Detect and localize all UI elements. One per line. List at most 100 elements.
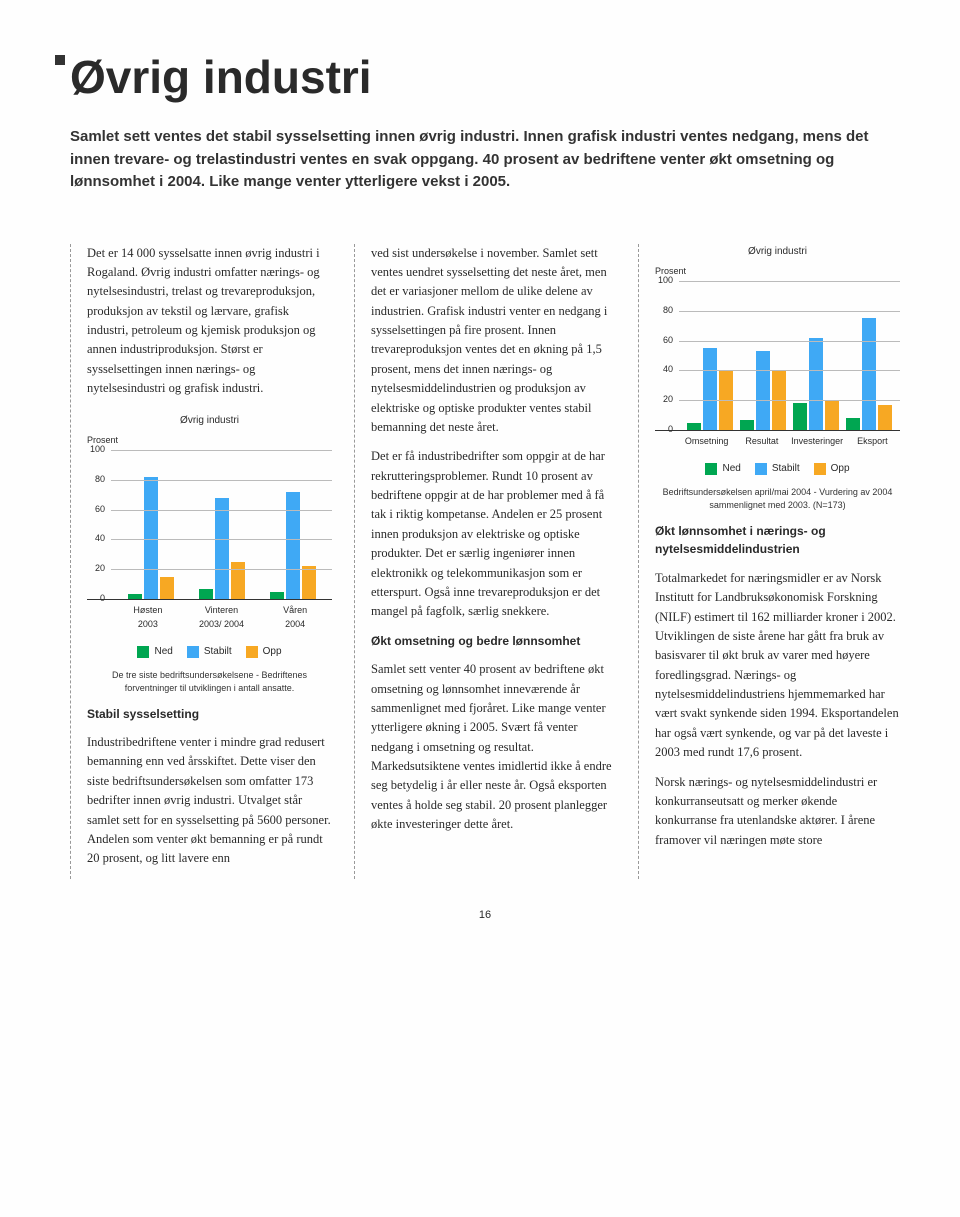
- ytick: 0: [100, 592, 105, 606]
- chart-employment: Øvrig industri Prosent 0 20 40 60 80 100 Høst…: [87, 413, 332, 695]
- bar-group: [270, 450, 316, 599]
- legend-swatch: [755, 463, 767, 475]
- col2-sub1: Økt omsetning og bedre lønnsomhet: [371, 632, 616, 651]
- legend-item: Stabilt: [755, 461, 800, 477]
- legend-item: Ned: [137, 644, 172, 660]
- ytick: 20: [663, 393, 673, 407]
- ytick: 40: [95, 532, 105, 546]
- legend-item: Opp: [246, 644, 282, 660]
- ytick: 60: [95, 503, 105, 517]
- xlabel: Vinteren 2003/ 2004: [185, 604, 259, 632]
- xlabel: Høsten 2003: [111, 604, 185, 632]
- bar: [270, 592, 284, 599]
- chart1-caption: De tre siste bedriftsundersøkelsene - Be…: [87, 669, 332, 694]
- legend-label: Opp: [263, 644, 282, 660]
- bar: [719, 370, 733, 430]
- bar: [756, 351, 770, 430]
- body-columns: Det er 14 000 sysselsatte innen øvrig in…: [70, 244, 900, 879]
- bar-group: [128, 450, 174, 599]
- chart2-legend: Ned Stabilt Opp: [655, 461, 900, 477]
- col3-p1: Totalmarkedet for næringsmidler er av No…: [655, 569, 900, 763]
- chart2-plot: 020406080100: [655, 281, 900, 431]
- xlabel: Eksport: [845, 435, 900, 449]
- bar: [846, 418, 860, 430]
- ytick: 80: [95, 473, 105, 487]
- chart2-yticks: 020406080100: [655, 281, 677, 430]
- bar: [703, 348, 717, 430]
- bar: [878, 405, 892, 430]
- bar: [793, 403, 807, 430]
- bar-group: [687, 281, 733, 430]
- chart2-xlabels: OmsetningResultatInvesteringerEksport: [679, 435, 900, 449]
- bar: [825, 400, 839, 430]
- chart2-ylabel: Prosent: [655, 265, 900, 279]
- chart1-yticks: 020406080100: [87, 450, 109, 599]
- col1-sub1: Stabil sysselsetting: [87, 705, 332, 724]
- ytick: 20: [95, 562, 105, 576]
- page-title: Øvrig industri: [70, 50, 900, 104]
- col2-p2: Det er få industribedrifter som oppgir a…: [371, 447, 616, 621]
- chart-financials: Øvrig industri Prosent 0 20 40 60 80 100 Omse…: [655, 244, 900, 512]
- xlabel: Investeringer: [790, 435, 845, 449]
- bar-group: [793, 281, 839, 430]
- chart1-ylabel: Prosent: [87, 434, 332, 448]
- legend-item: Ned: [705, 461, 740, 477]
- xlabel: Resultat: [734, 435, 789, 449]
- ytick: 80: [663, 304, 673, 318]
- chart2-caption: Bedriftsundersøkelsen april/mai 2004 - V…: [655, 486, 900, 511]
- chart1-plot: 020406080100: [87, 450, 332, 600]
- xlabel: Våren 2004: [258, 604, 332, 632]
- ytick: 0: [668, 423, 673, 437]
- col2-p1: ved sist undersøkelse i november. Samlet…: [371, 244, 616, 438]
- bar: [740, 420, 754, 430]
- bar: [144, 477, 158, 599]
- bar: [128, 594, 142, 598]
- bar: [231, 562, 245, 599]
- bar-group: [846, 281, 892, 430]
- ytick: 60: [663, 334, 673, 348]
- col3-p2: Norsk nærings- og nytelsesmiddelindustri…: [655, 773, 900, 851]
- legend-swatch: [814, 463, 826, 475]
- legend-swatch: [705, 463, 717, 475]
- lead-paragraph: Samlet sett ventes det stabil sysselsett…: [70, 126, 890, 194]
- bar: [302, 566, 316, 599]
- ytick: 40: [663, 363, 673, 377]
- chart1-bars: [115, 450, 328, 599]
- chart2-title: Øvrig industri: [655, 244, 900, 260]
- legend-label: Ned: [722, 461, 740, 477]
- legend-swatch: [187, 646, 199, 658]
- col2-p3: Samlet sett venter 40 prosent av bedrift…: [371, 660, 616, 834]
- legend-swatch: [246, 646, 258, 658]
- xlabel: Omsetning: [679, 435, 734, 449]
- column-3: Øvrig industri Prosent 0 20 40 60 80 100 Omse…: [638, 244, 900, 879]
- chart1-xlabels: Høsten 2003Vinteren 2003/ 2004Våren 2004: [111, 604, 332, 632]
- bar: [772, 370, 786, 430]
- chart1-legend: Ned Stabilt Opp: [87, 644, 332, 660]
- legend-swatch: [137, 646, 149, 658]
- bar: [862, 318, 876, 430]
- legend-item: Opp: [814, 461, 850, 477]
- legend-item: Stabilt: [187, 644, 232, 660]
- col1-p2: Industribedriftene venter i mindre grad …: [87, 733, 332, 869]
- legend-label: Stabilt: [204, 644, 232, 660]
- legend-label: Opp: [831, 461, 850, 477]
- chart2-bars: [683, 281, 896, 430]
- chart1-title: Øvrig industri: [87, 413, 332, 429]
- bar: [809, 338, 823, 430]
- bar: [687, 423, 701, 430]
- legend-label: Stabilt: [772, 461, 800, 477]
- col3-sub1: Økt lønnsomhet i nærings- og nytelsesmid…: [655, 522, 900, 559]
- bar: [215, 498, 229, 599]
- bar: [160, 577, 174, 599]
- bar: [286, 492, 300, 599]
- ytick: 100: [90, 443, 105, 457]
- col1-p1: Det er 14 000 sysselsatte innen øvrig in…: [87, 244, 332, 399]
- legend-label: Ned: [154, 644, 172, 660]
- ytick: 100: [658, 274, 673, 288]
- page-number: 16: [70, 909, 900, 921]
- header: Øvrig industri Samlet sett ventes det st…: [70, 50, 900, 194]
- column-1: Det er 14 000 sysselsatte innen øvrig in…: [70, 244, 332, 879]
- bar-group: [199, 450, 245, 599]
- bar: [199, 589, 213, 599]
- bar-group: [740, 281, 786, 430]
